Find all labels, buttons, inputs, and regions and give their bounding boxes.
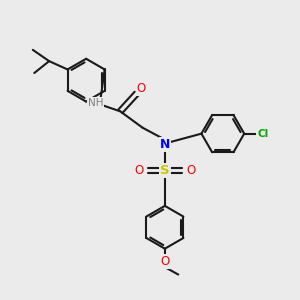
Text: O: O — [186, 164, 196, 177]
Text: S: S — [160, 164, 170, 177]
Text: Cl: Cl — [257, 129, 268, 139]
Text: N: N — [160, 138, 170, 151]
Text: O: O — [134, 164, 143, 177]
Text: O: O — [160, 255, 170, 268]
Text: O: O — [136, 82, 146, 95]
Text: NH: NH — [88, 98, 104, 108]
